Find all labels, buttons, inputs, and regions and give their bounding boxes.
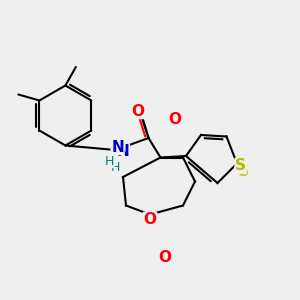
Text: H: H	[111, 160, 120, 174]
Text: H: H	[105, 154, 114, 168]
Text: N: N	[117, 144, 129, 159]
Text: N: N	[111, 140, 124, 154]
Text: O: O	[131, 103, 144, 118]
Text: O: O	[158, 250, 172, 265]
Text: O: O	[168, 112, 181, 127]
Text: S: S	[238, 164, 248, 178]
Text: O: O	[143, 212, 157, 227]
Text: S: S	[235, 158, 246, 173]
